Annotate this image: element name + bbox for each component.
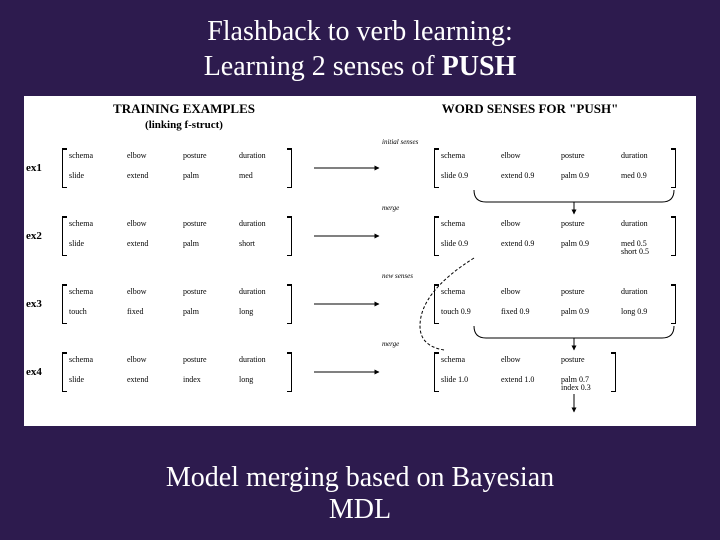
step-label: merge	[382, 340, 399, 348]
ex-label: ex4	[26, 366, 42, 378]
step-label: initial senses	[382, 138, 418, 146]
ex-label: ex3	[26, 298, 42, 310]
sense-fstruct: schemaslide 0.9elbowextend 0.9posturepal…	[434, 216, 676, 256]
sense-fstruct: schemaslide 1.0elbowextend 1.0posturepal…	[434, 352, 616, 392]
slide: Flashback to verb learning: Learning 2 s…	[0, 0, 720, 540]
slide-footer: Model merging based on Bayesian MDL	[0, 462, 720, 526]
ex-label: ex2	[26, 230, 42, 242]
sense-fstruct: schematouch 0.9elbowfixed 0.9posturepalm…	[434, 284, 676, 324]
footer-line2: MDL	[329, 494, 391, 525]
training-column: TRAINING EXAMPLES (linking f-struct) ex1…	[24, 96, 344, 426]
step-label: merge	[382, 204, 399, 212]
sense-fstruct: schemaslide 0.9elbowextend 0.9posturepal…	[434, 148, 676, 188]
training-fstruct: schemaslideelbowextendpostureindexdurati…	[62, 352, 292, 392]
title-line2b: PUSH	[442, 51, 517, 82]
ex-label: ex1	[26, 162, 42, 174]
title-line2a: Learning 2 senses of	[204, 51, 442, 82]
step-label: new senses	[382, 272, 413, 280]
senses-column: WORD SENSES FOR "PUSH" initial senses mer…	[364, 96, 696, 426]
right-header: WORD SENSES FOR "PUSH"	[364, 96, 696, 117]
diagram-panel: TRAINING EXAMPLES (linking f-struct) ex1…	[24, 96, 696, 426]
training-fstruct: schematouchelbowfixedposturepalmduration…	[62, 284, 292, 324]
footer-line1: Model merging based on Bayesian	[166, 462, 554, 493]
training-fstruct: schemaslideelbowextendposturepalmduratio…	[62, 216, 292, 256]
left-header: TRAINING EXAMPLES (linking f-struct)	[24, 96, 344, 132]
slide-title: Flashback to verb learning: Learning 2 s…	[0, 0, 720, 84]
title-line1: Flashback to verb learning:	[207, 16, 513, 47]
training-fstruct: schemaslideelbowextendposturepalmduratio…	[62, 148, 292, 188]
